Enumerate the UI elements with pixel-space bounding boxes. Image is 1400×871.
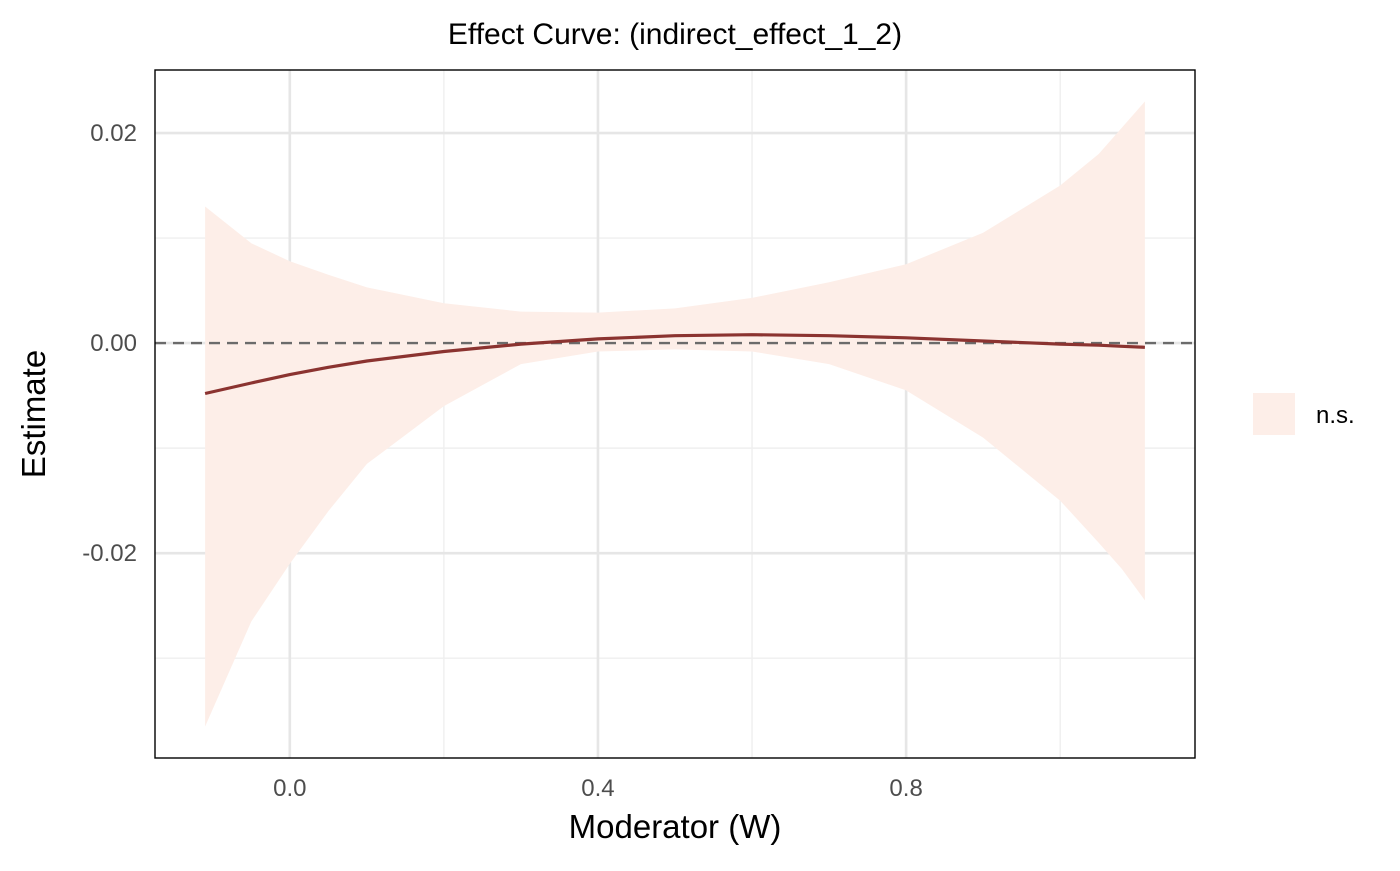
legend-swatch: [1253, 393, 1295, 435]
x-axis-label: Moderator (W): [569, 808, 782, 845]
y-tick-label: 0.00: [90, 330, 137, 357]
y-axis-label: Estimate: [15, 350, 52, 478]
y-tick-label: 0.02: [90, 120, 137, 147]
y-tick-label: -0.02: [82, 540, 137, 567]
x-tick-label: 0.8: [889, 775, 922, 802]
x-tick-label: 0.0: [273, 775, 306, 802]
confidence-band: [205, 101, 1145, 727]
legend: n.s.: [1253, 393, 1355, 435]
effect-curve-line: [204, 333, 1145, 396]
x-tick-label: 0.4: [581, 775, 614, 802]
chart-title: Effect Curve: (indirect_effect_1_2): [448, 18, 902, 51]
plot-panel-border: [154, 69, 1196, 759]
legend-label: n.s.: [1316, 402, 1355, 429]
